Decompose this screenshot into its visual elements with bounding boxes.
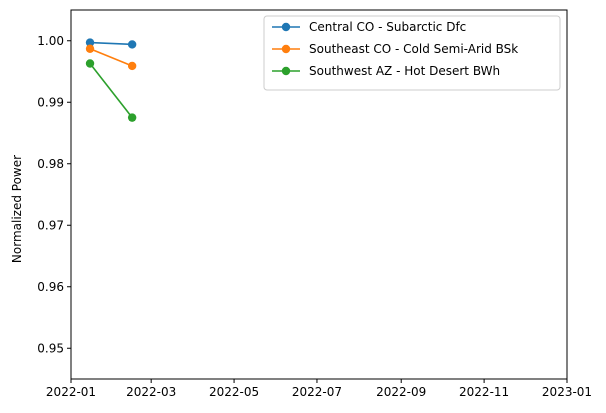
legend-marker bbox=[281, 22, 291, 32]
series-line-2 bbox=[89, 47, 133, 67]
y-tick-label: 1.00 bbox=[37, 34, 64, 48]
plot-area: 0.95 0.96 0.97 0.98 0.99 1.00 2022-01 2022-03 20… bbox=[37, 9, 592, 399]
legend-label: Central CO - Subarctic Dfc bbox=[309, 20, 466, 34]
data-point bbox=[127, 113, 137, 122]
x-tick-label: 2022-03 bbox=[126, 385, 176, 399]
x-tick-label: 2022-11 bbox=[459, 385, 509, 399]
plot-frame bbox=[70, 9, 568, 380]
data-point bbox=[127, 61, 137, 71]
x-tick-label: 2022-09 bbox=[376, 385, 426, 399]
x-tick-label: 2022-07 bbox=[292, 385, 342, 399]
legend: Central CO - Subarctic Dfc Southeast CO -… bbox=[263, 15, 561, 91]
series-line-3 bbox=[89, 63, 133, 119]
data-point bbox=[85, 44, 95, 53]
series-line-1 bbox=[89, 41, 133, 46]
y-axis-label: Normalized Power bbox=[10, 155, 24, 263]
y-tick-label: 0.96 bbox=[37, 280, 64, 294]
data-point bbox=[127, 40, 137, 49]
legend-marker bbox=[281, 44, 291, 54]
y-tick-label: 0.95 bbox=[37, 341, 64, 355]
x-tick-label: 2023-01 bbox=[542, 385, 592, 399]
data-point bbox=[85, 38, 95, 47]
legend-label: Southwest AZ - Hot Desert BWh bbox=[309, 64, 500, 78]
y-tick-label: 0.99 bbox=[37, 95, 64, 109]
x-tick-label: 2022-05 bbox=[209, 385, 259, 399]
data-point bbox=[85, 59, 95, 68]
legend-marker bbox=[281, 66, 291, 76]
y-tick-label: 0.98 bbox=[37, 157, 64, 171]
y-tick-label: 0.97 bbox=[37, 218, 64, 232]
legend-frame bbox=[263, 15, 561, 91]
x-tick-label: 2022-01 bbox=[46, 385, 96, 399]
legend-label: Southeast CO - Cold Semi-Arid BSk bbox=[309, 42, 518, 56]
